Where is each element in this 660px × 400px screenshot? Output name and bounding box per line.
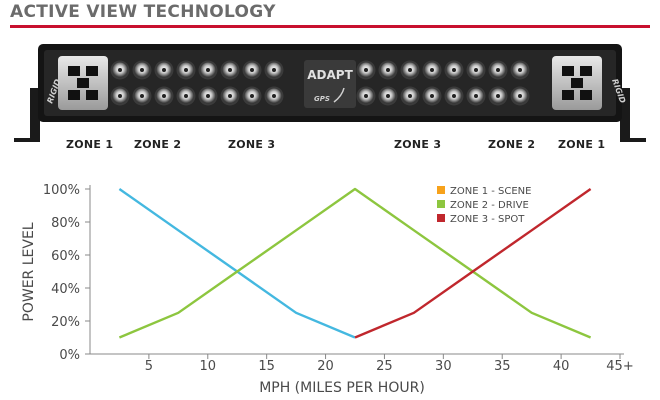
legend-label: ZONE 3 - SPOT bbox=[450, 214, 525, 225]
chart-axes: 0% 20% 40% 60% 80% 100% 5 10 15 20 25 30 35 40 45+ bbox=[43, 183, 634, 374]
x-tick-label: 25 bbox=[376, 359, 393, 374]
led-chip bbox=[496, 68, 500, 72]
y-axis-label: POWER LEVEL bbox=[21, 222, 37, 321]
x-tick-label: 10 bbox=[200, 359, 217, 374]
led-chip bbox=[140, 68, 144, 72]
x-tick-label: 45+ bbox=[606, 359, 633, 374]
led-chip bbox=[272, 68, 276, 72]
zone-label: ZONE 3 bbox=[228, 138, 276, 151]
y-tick-label: 60% bbox=[51, 249, 80, 264]
led-chip bbox=[228, 94, 232, 98]
legend-swatch bbox=[437, 186, 445, 194]
x-tick-label: 30 bbox=[435, 359, 452, 374]
legend-swatch bbox=[437, 200, 445, 208]
x-tick-label: 35 bbox=[494, 359, 511, 374]
legend-label: ZONE 2 - DRIVE bbox=[450, 200, 529, 211]
led-chip bbox=[518, 68, 522, 72]
led-chip bbox=[364, 68, 368, 72]
led-chip bbox=[118, 68, 122, 72]
y-tick-label: 80% bbox=[51, 216, 80, 231]
legend-swatch bbox=[437, 214, 445, 222]
led-chip bbox=[386, 68, 390, 72]
right-bracket bbox=[620, 88, 646, 142]
y-tick-label: 20% bbox=[51, 315, 80, 330]
y-tick-label: 0% bbox=[59, 348, 80, 363]
led-chip bbox=[452, 68, 456, 72]
gps-logo: GPS bbox=[314, 95, 330, 103]
led-chip bbox=[184, 68, 188, 72]
led-chip bbox=[184, 94, 188, 98]
led-chip bbox=[496, 94, 500, 98]
adapt-logo: ADAPT bbox=[307, 68, 353, 82]
led-chip bbox=[386, 94, 390, 98]
legend-label: ZONE 1 - SCENE bbox=[450, 186, 531, 197]
led-chip bbox=[228, 68, 232, 72]
x-tick-label: 40 bbox=[553, 359, 570, 374]
zone-label: ZONE 3 bbox=[394, 138, 442, 151]
led-chip bbox=[118, 94, 122, 98]
led-chip bbox=[408, 68, 412, 72]
series-line-1 bbox=[118, 188, 356, 339]
zone1-left-leds bbox=[68, 66, 98, 100]
zone-label: ZONE 2 bbox=[134, 138, 182, 151]
x-tick-label: 20 bbox=[317, 359, 334, 374]
led-chip bbox=[364, 94, 368, 98]
zone-label: ZONE 1 bbox=[558, 138, 606, 151]
led-array bbox=[110, 60, 530, 106]
led-chip bbox=[408, 94, 412, 98]
series-line-3 bbox=[354, 188, 592, 339]
title-underline bbox=[10, 25, 650, 28]
x-tick-label: 15 bbox=[258, 359, 275, 374]
led-chip bbox=[206, 94, 210, 98]
led-chip bbox=[206, 68, 210, 72]
chart-legend: ZONE 1 - SCENE ZONE 2 - DRIVE ZONE 3 - SPO… bbox=[437, 186, 531, 225]
zone1-right-leds bbox=[562, 66, 592, 100]
led-chip bbox=[430, 94, 434, 98]
zone-label: ZONE 1 bbox=[66, 138, 114, 151]
led-chip bbox=[474, 68, 478, 72]
x-tick-label: 5 bbox=[145, 359, 153, 374]
led-chip bbox=[474, 94, 478, 98]
led-chip bbox=[518, 94, 522, 98]
led-chip bbox=[430, 68, 434, 72]
led-chip bbox=[452, 94, 456, 98]
x-axis-label: MPH (MILES PER HOUR) bbox=[259, 380, 425, 396]
led-chip bbox=[162, 68, 166, 72]
led-chip bbox=[250, 94, 254, 98]
y-tick-label: 40% bbox=[51, 282, 80, 297]
left-bracket bbox=[14, 88, 40, 142]
series-line-2 bbox=[118, 187, 592, 339]
chart-series bbox=[118, 187, 592, 339]
led-chip bbox=[140, 94, 144, 98]
led-chip bbox=[250, 68, 254, 72]
led-chip bbox=[162, 94, 166, 98]
y-tick-label: 100% bbox=[43, 183, 80, 198]
page-title: ACTIVE VIEW TECHNOLOGY bbox=[10, 2, 276, 22]
zone-label: ZONE 2 bbox=[488, 138, 536, 151]
led-chip bbox=[272, 94, 276, 98]
center-plate bbox=[304, 60, 356, 108]
